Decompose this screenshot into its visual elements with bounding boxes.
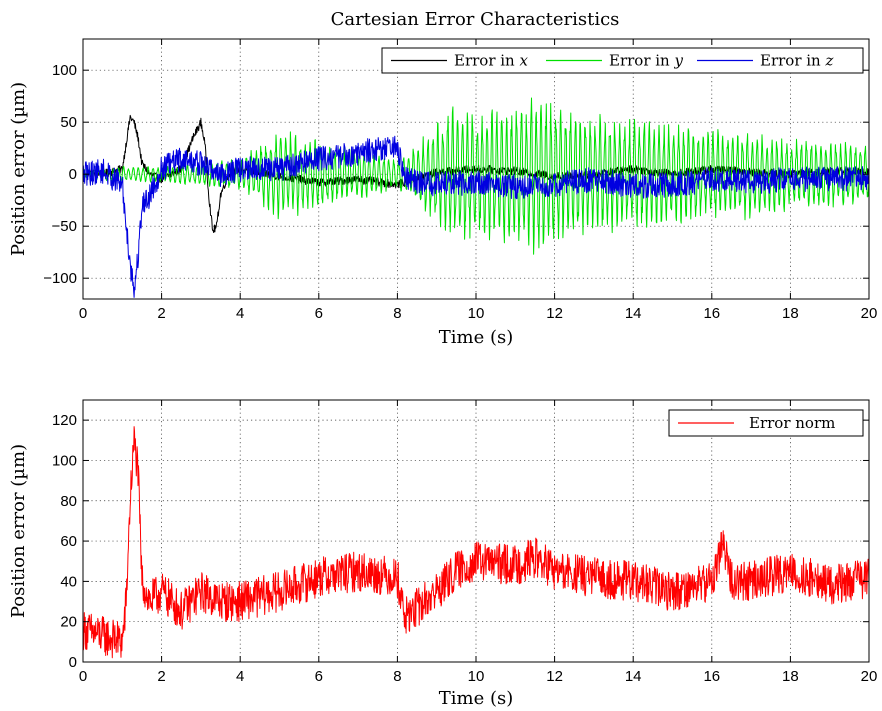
plot-error-norm: 0 2 4 6 8 10 12 14 16 18 20 0 20 40 60 80 100 120 Time (s… — [8, 399, 877, 709]
figure-title: Cartesian Error Characteristics — [331, 9, 620, 30]
y-tick-label: 80 — [60, 493, 77, 510]
y-tick-label: 50 — [60, 114, 77, 131]
x-tick-label: 4 — [236, 668, 244, 685]
legend-label-norm: Error norm — [749, 414, 835, 432]
y-tick-label: 100 — [52, 452, 77, 469]
series-layer — [83, 426, 869, 659]
x-tick-label: 14 — [625, 668, 642, 685]
legend: Error in x Error in y Error in z — [381, 47, 864, 74]
x-tick-label: 6 — [315, 305, 323, 322]
legend-box — [668, 409, 864, 437]
y-tick-label: 0 — [69, 654, 77, 671]
y-tick-label: −100 — [43, 270, 77, 287]
x-tick-label: 2 — [157, 305, 165, 322]
x-tick-label: 6 — [315, 668, 323, 685]
x-tick-label: 16 — [703, 305, 720, 322]
y-tick-label: −50 — [52, 218, 77, 235]
x-tick-label: 8 — [393, 305, 401, 322]
x-tick-label: 16 — [703, 668, 720, 685]
x-tick-label: 4 — [236, 305, 244, 322]
x-tick-label: 18 — [782, 668, 799, 685]
legend-box — [381, 47, 864, 74]
tick-labels: 0 2 4 6 8 10 12 14 16 18 20 0 20 40 60 80 100 120 — [52, 412, 877, 685]
x-tick-label: 14 — [625, 305, 642, 322]
legend-label-y: Error in y — [609, 52, 684, 70]
x-tick-label: 10 — [468, 305, 485, 322]
x-tick-label: 10 — [468, 668, 485, 685]
legend: Error norm — [668, 409, 864, 437]
x-axis-label: Time (s) — [439, 688, 514, 709]
ticks — [82, 39, 870, 299]
x-tick-label: 12 — [546, 305, 563, 322]
x-tick-label: 0 — [79, 305, 87, 322]
x-tick-label: 12 — [546, 668, 563, 685]
x-tick-label: 20 — [861, 668, 878, 685]
legend-label-x: Error in x — [454, 52, 529, 70]
x-tick-label: 20 — [861, 305, 878, 322]
series-line-norm — [83, 426, 869, 659]
grid — [83, 400, 869, 662]
y-tick-label: 0 — [69, 166, 77, 183]
ticks — [82, 400, 870, 663]
tick-labels: 0 2 4 6 8 10 12 14 16 18 20 −100 −50 0 50 100 — [43, 62, 877, 322]
y-tick-label: 40 — [60, 573, 77, 590]
y-tick-label: 20 — [60, 614, 77, 631]
y-tick-label: 60 — [60, 533, 77, 550]
y-axis-label: Position error (µm) — [8, 82, 29, 256]
x-tick-label: 18 — [782, 305, 799, 322]
y-tick-label: 120 — [52, 412, 77, 429]
x-tick-label: 8 — [393, 668, 401, 685]
x-axis-label: Time (s) — [439, 327, 514, 348]
series-layer — [83, 97, 869, 298]
x-tick-label: 0 — [79, 668, 87, 685]
x-tick-label: 2 — [157, 668, 165, 685]
y-tick-label: 100 — [52, 62, 77, 79]
legend-label-z: Error in z — [760, 52, 834, 70]
y-axis-label: Position error (µm) — [8, 444, 29, 618]
series-line-z — [83, 135, 869, 298]
